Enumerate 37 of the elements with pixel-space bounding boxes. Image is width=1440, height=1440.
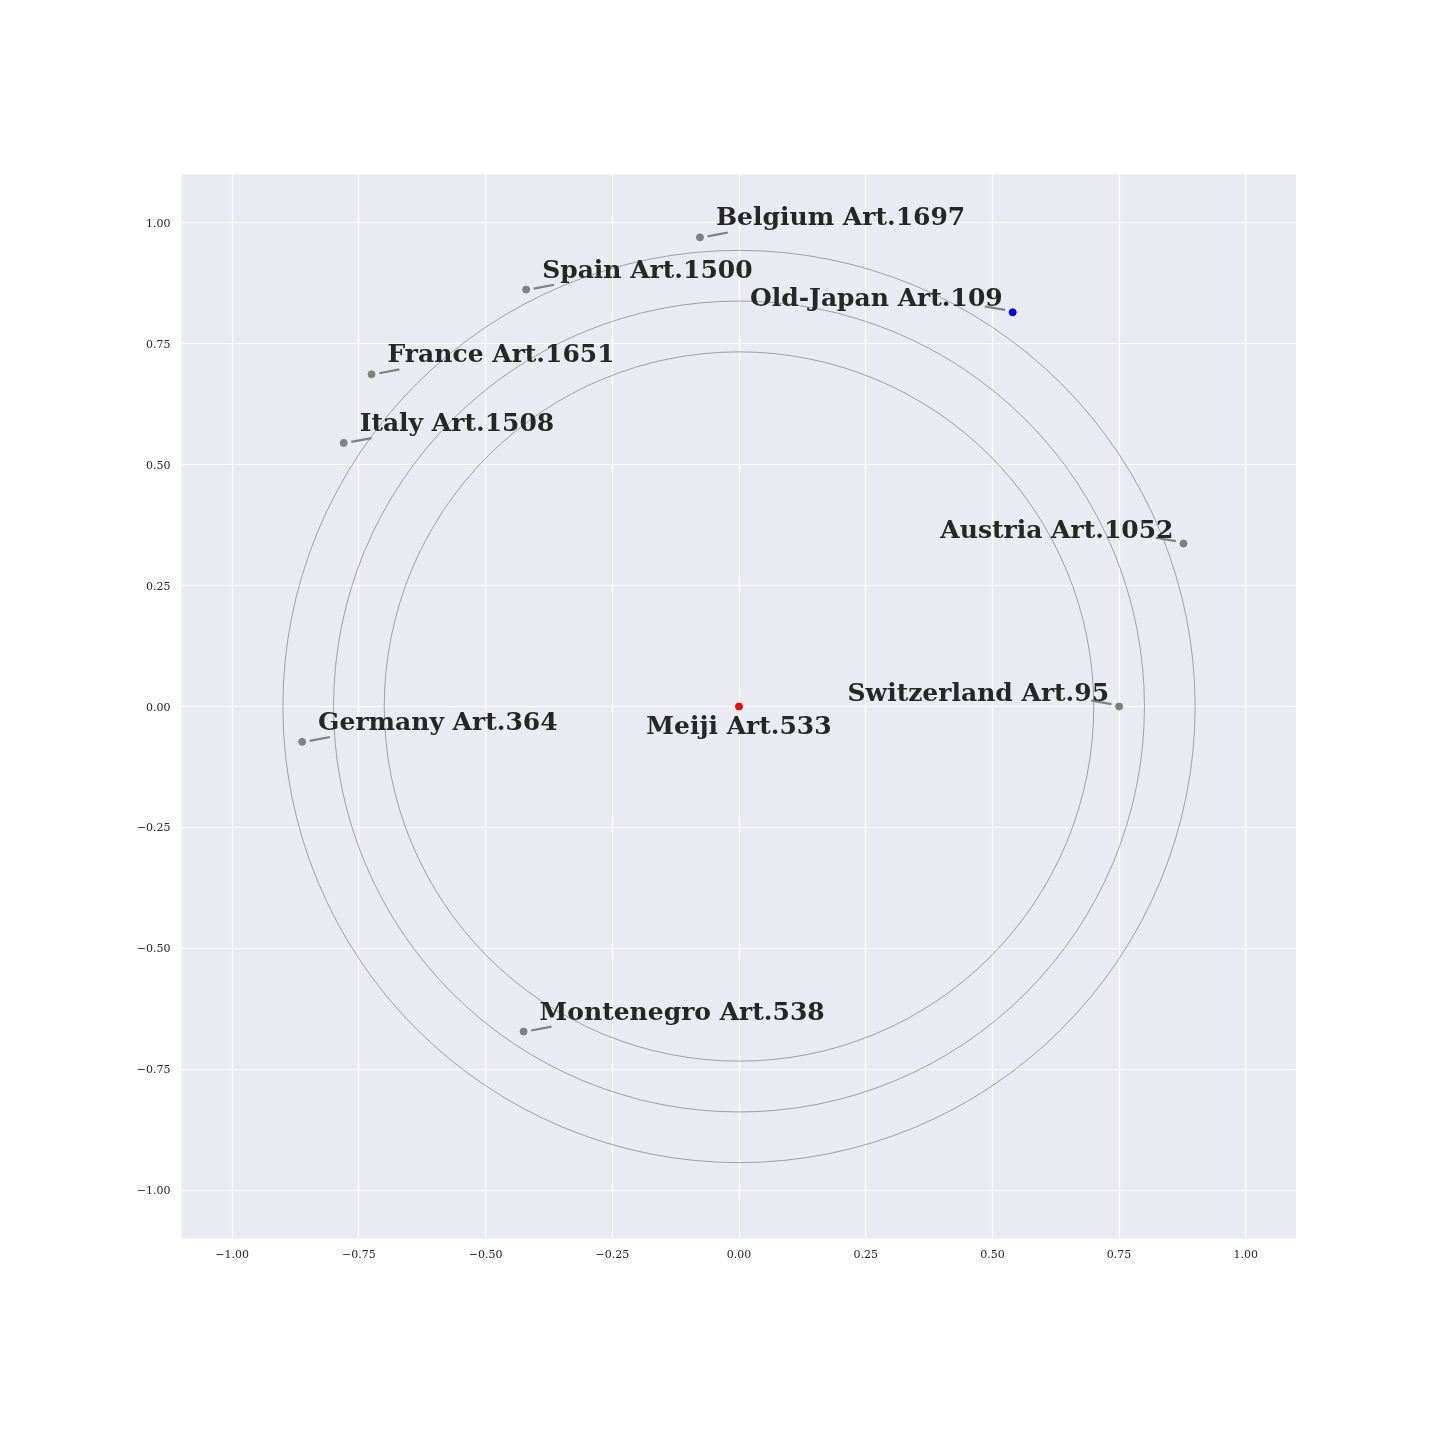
x-tick-label: 0.75 [1106, 1247, 1132, 1261]
annotation: France Art.1651 [387, 339, 615, 369]
annotation: Montenegro Art.538 [539, 996, 825, 1026]
annotation: Old-Japan Art.109 [749, 283, 1003, 313]
y-tick-label: −0.50 [136, 942, 171, 956]
point [522, 285, 531, 294]
annotation: Belgium Art.1697 [715, 202, 966, 232]
x-tick-label: 1.00 [1233, 1247, 1259, 1261]
point [298, 737, 307, 746]
x-tick-label: −0.75 [342, 1247, 376, 1261]
point [339, 438, 348, 447]
annotation: Germany Art.364 [318, 706, 558, 736]
annotation: Italy Art.1508 [359, 407, 555, 437]
annotation: Meiji Art.533 [646, 710, 832, 740]
x-tick-label: 0.00 [726, 1247, 752, 1261]
point [519, 1027, 528, 1036]
x-tick-label: −0.50 [468, 1247, 503, 1261]
x-tick-label: 0.50 [980, 1247, 1005, 1261]
annotation: Spain Art.1500 [542, 254, 753, 284]
y-tick-label: 0.50 [146, 458, 171, 472]
point [1179, 539, 1188, 548]
y-tick-label: −0.75 [136, 1063, 171, 1077]
x-tick-label: 0.25 [853, 1247, 878, 1261]
y-tick-label: 0.75 [146, 337, 171, 351]
y-tick-label: −0.25 [136, 821, 171, 835]
annotation: Switzerland Art.95 [847, 677, 1110, 707]
x-tick-label: −1.00 [215, 1247, 250, 1261]
point [1008, 308, 1017, 317]
point [367, 370, 376, 379]
point [695, 233, 704, 242]
x-tick-label: −0.25 [595, 1247, 630, 1261]
y-tick-label: 0.00 [146, 700, 171, 714]
y-tick-label: 1.00 [146, 216, 171, 230]
annotation: Austria Art.1052 [939, 514, 1174, 544]
y-tick-label: 0.25 [146, 579, 171, 593]
point [1115, 702, 1124, 711]
y-tick-label: −1.00 [136, 1184, 171, 1198]
